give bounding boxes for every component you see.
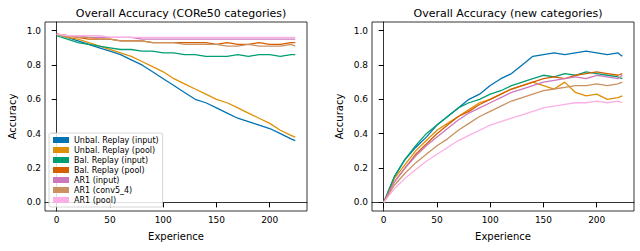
svg-text:Experience: Experience bbox=[148, 231, 204, 242]
svg-text:Experience: Experience bbox=[475, 231, 531, 242]
svg-text:150: 150 bbox=[535, 215, 552, 225]
svg-text:100: 100 bbox=[155, 215, 172, 225]
svg-text:AR1 (conv5_4): AR1 (conv5_4) bbox=[74, 186, 132, 195]
svg-text:0.6: 0.6 bbox=[27, 94, 42, 104]
svg-text:AR1 (input): AR1 (input) bbox=[74, 176, 119, 185]
svg-text:0: 0 bbox=[54, 215, 60, 225]
svg-text:0.4: 0.4 bbox=[354, 129, 369, 139]
svg-text:0.8: 0.8 bbox=[354, 60, 369, 70]
svg-text:200: 200 bbox=[261, 215, 278, 225]
svg-text:Accuracy: Accuracy bbox=[7, 94, 18, 140]
svg-text:0: 0 bbox=[381, 215, 387, 225]
svg-text:AR1 (pool): AR1 (pool) bbox=[74, 196, 116, 205]
svg-text:Overall Accuracy (new categori: Overall Accuracy (new categories) bbox=[414, 7, 603, 20]
svg-text:0.6: 0.6 bbox=[354, 94, 369, 104]
svg-text:Unbal. Replay (pool): Unbal. Replay (pool) bbox=[74, 146, 155, 155]
svg-text:200: 200 bbox=[588, 215, 605, 225]
svg-text:50: 50 bbox=[431, 215, 443, 225]
svg-text:100: 100 bbox=[482, 215, 499, 225]
svg-text:150: 150 bbox=[208, 215, 225, 225]
svg-text:1.0: 1.0 bbox=[27, 26, 42, 36]
svg-text:Accuracy: Accuracy bbox=[334, 94, 345, 140]
svg-text:0.4: 0.4 bbox=[27, 129, 42, 139]
svg-text:0.0: 0.0 bbox=[27, 197, 42, 207]
svg-text:0.8: 0.8 bbox=[27, 60, 42, 70]
svg-text:0.0: 0.0 bbox=[354, 197, 369, 207]
svg-text:Unbal. Replay (input): Unbal. Replay (input) bbox=[74, 136, 159, 145]
svg-text:Bal. Replay (pool): Bal. Replay (pool) bbox=[74, 166, 145, 175]
svg-text:0.2: 0.2 bbox=[354, 163, 368, 173]
svg-text:50: 50 bbox=[104, 215, 116, 225]
svg-text:Overall Accuracy (CORe50 categ: Overall Accuracy (CORe50 categories) bbox=[76, 7, 287, 20]
svg-text:0.2: 0.2 bbox=[27, 163, 41, 173]
svg-text:1.0: 1.0 bbox=[354, 26, 369, 36]
svg-text:Bal. Replay (input): Bal. Replay (input) bbox=[74, 156, 148, 165]
